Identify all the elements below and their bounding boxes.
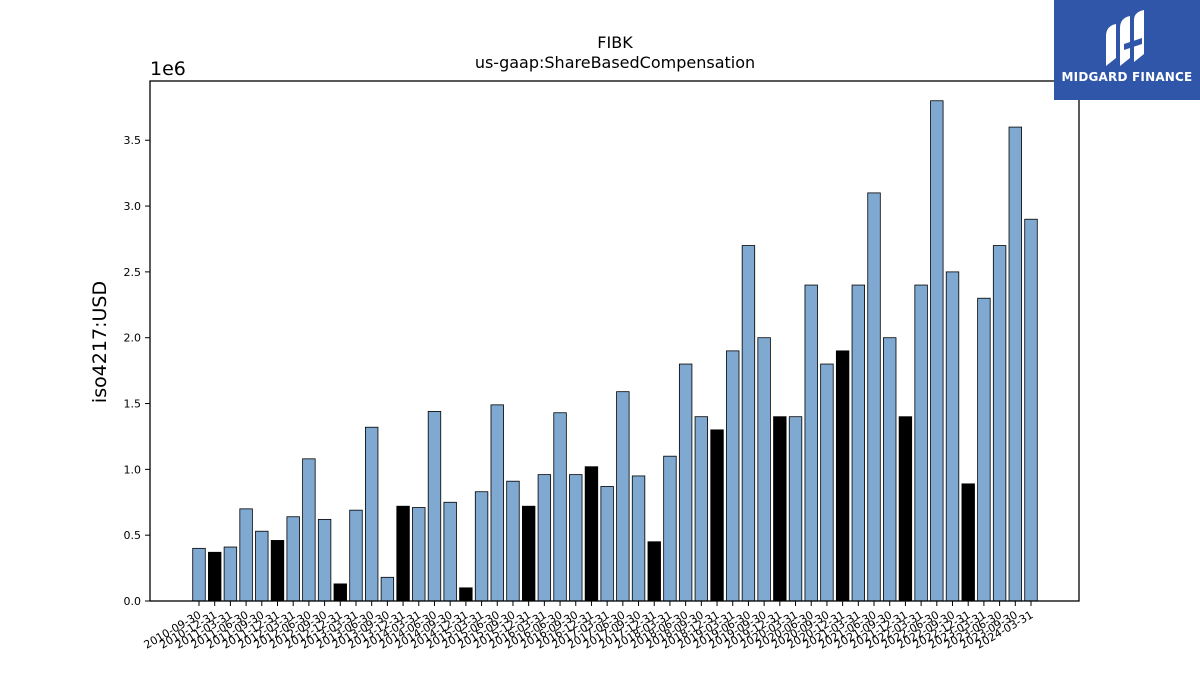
bar	[270, 540, 285, 602]
y-tick-label: 3.0	[124, 200, 142, 213]
bar	[930, 100, 944, 602]
y-ticks-group: 0.0 0.5 1.0 1.5 2.0 2.5 3.0 3.5	[124, 134, 150, 608]
bar	[553, 412, 567, 602]
bar	[569, 474, 583, 602]
brand-name: MIDGARD FINANCE	[1061, 70, 1193, 84]
bar	[239, 508, 253, 602]
bar	[788, 416, 803, 602]
bar	[616, 391, 630, 602]
bar	[364, 426, 379, 602]
bar	[961, 483, 975, 602]
midgard-mark-icon	[1106, 10, 1144, 66]
bar	[1024, 218, 1038, 602]
brand-logo: MIDGARD FINANCE	[1054, 0, 1200, 100]
bar	[412, 507, 426, 602]
bar	[223, 546, 238, 602]
bar	[851, 284, 865, 602]
bar	[537, 474, 552, 602]
bar	[945, 271, 960, 602]
bar	[208, 551, 222, 602]
y-tick-label: 1.5	[124, 398, 142, 411]
bar	[883, 337, 897, 602]
y-tick-label: 2.0	[124, 332, 142, 345]
bar	[992, 245, 1007, 602]
bar	[380, 576, 395, 602]
bar	[694, 416, 709, 602]
bar	[584, 466, 599, 602]
bar	[490, 404, 504, 602]
bar	[1008, 126, 1022, 602]
bar	[914, 284, 928, 602]
bar	[647, 541, 661, 602]
chart-title: FIBK	[597, 33, 633, 52]
bar	[317, 518, 332, 602]
y-tick-label: 0.0	[124, 595, 142, 608]
bar	[333, 583, 347, 602]
bar	[427, 411, 442, 602]
bar	[804, 284, 818, 602]
bar	[631, 475, 646, 602]
bar	[741, 245, 756, 602]
plot-frame	[149, 80, 1080, 602]
bar	[663, 455, 677, 602]
bar	[506, 480, 520, 602]
bar	[726, 350, 740, 602]
bar	[710, 429, 724, 602]
bar	[600, 486, 614, 602]
bars-group	[192, 100, 1038, 602]
bar	[867, 192, 881, 602]
bar	[255, 530, 269, 602]
bar	[286, 516, 300, 602]
bar	[302, 458, 316, 602]
bar	[349, 509, 363, 602]
chart-subtitle: us-gaap:ShareBasedCompensation	[475, 53, 755, 72]
y-tick-label: 1.0	[124, 463, 142, 476]
bar	[396, 505, 410, 602]
bar	[678, 363, 693, 602]
bar	[898, 416, 913, 602]
y-tick-label: 0.5	[124, 529, 142, 542]
bar	[757, 337, 771, 602]
bar	[474, 491, 489, 602]
x-ticks-group: 2010-09-302010-12-312011-03-312011-06-30…	[142, 601, 1036, 652]
bar	[443, 501, 457, 602]
bar	[835, 350, 850, 602]
bar	[773, 416, 787, 602]
y-multiplier-label: 1e6	[150, 58, 186, 80]
bar	[977, 297, 991, 602]
bar	[459, 587, 473, 602]
y-tick-label: 2.5	[124, 266, 142, 279]
bar	[820, 363, 834, 602]
y-axis-label: iso4217:USD	[89, 281, 111, 403]
bar	[521, 505, 536, 602]
y-tick-label: 3.5	[124, 134, 142, 147]
bar	[192, 547, 206, 602]
